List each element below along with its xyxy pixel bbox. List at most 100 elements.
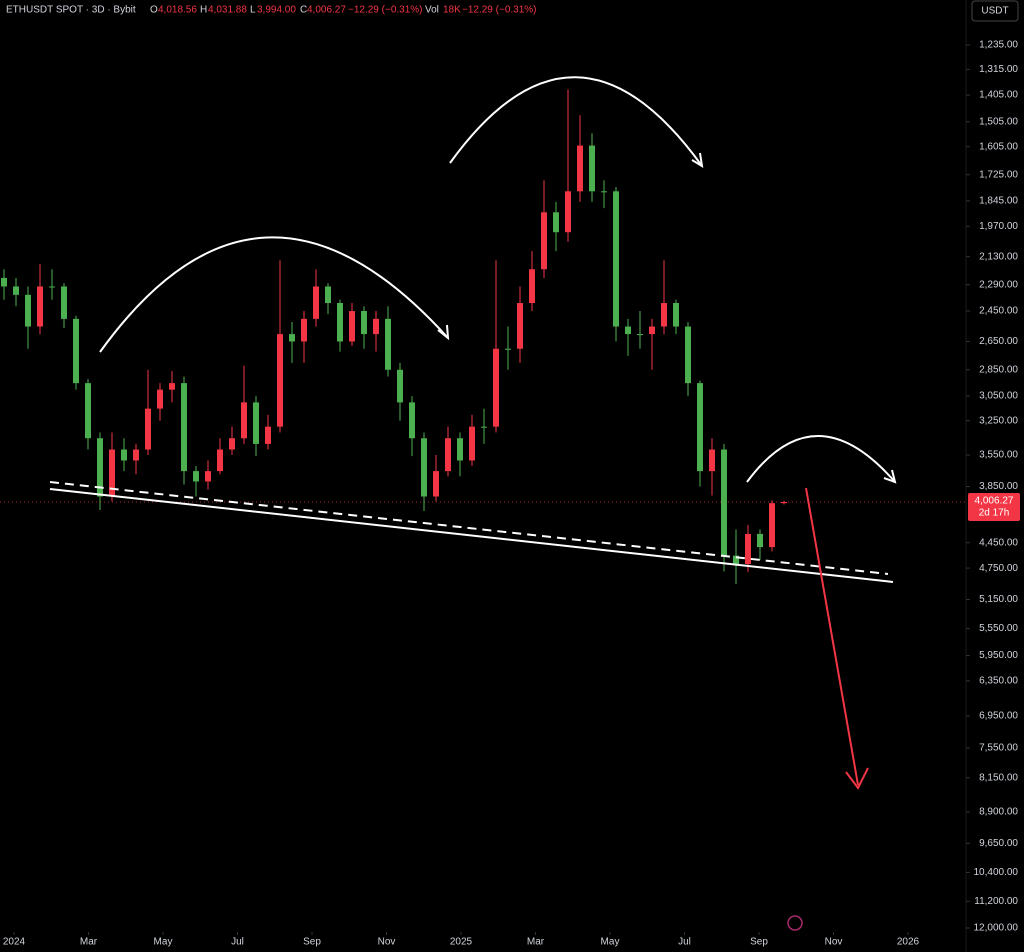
y-tick-label: 5,950.00 bbox=[979, 650, 1018, 661]
candle-body bbox=[733, 555, 739, 565]
volume-label: Vol bbox=[425, 5, 439, 16]
candle-body bbox=[601, 191, 607, 193]
arc-arrow bbox=[99, 236, 449, 353]
candle-body bbox=[109, 449, 115, 497]
candle-body bbox=[373, 318, 379, 335]
x-tick-label: May bbox=[601, 937, 620, 948]
candle-body bbox=[217, 449, 223, 472]
y-tick-label: 4,450.00 bbox=[979, 537, 1018, 548]
arrow-head bbox=[845, 767, 869, 790]
y-tick-label: 6,350.00 bbox=[979, 675, 1018, 686]
candle-body bbox=[397, 369, 403, 403]
candle-body bbox=[37, 286, 43, 327]
x-tick-label: 2025 bbox=[450, 937, 473, 948]
candle-body bbox=[61, 286, 67, 319]
y-tick-label: 8,900.00 bbox=[979, 807, 1018, 818]
candle-body bbox=[121, 449, 127, 461]
candle-body bbox=[613, 191, 619, 327]
candle-body bbox=[721, 449, 727, 556]
candle-body bbox=[385, 318, 391, 370]
close-value: 4,006.27 bbox=[307, 5, 346, 16]
x-tick-label: Jul bbox=[231, 937, 244, 948]
price-tag bbox=[968, 492, 1020, 521]
y-tick-label: 1,725.00 bbox=[979, 169, 1018, 180]
y-tick-label: 8,150.00 bbox=[979, 772, 1018, 783]
candle-body bbox=[349, 311, 355, 342]
candle-body bbox=[49, 286, 55, 288]
candle-body bbox=[181, 383, 187, 472]
trendline bbox=[49, 488, 894, 583]
candle-body bbox=[193, 471, 199, 482]
candle-body bbox=[589, 145, 595, 192]
candle-body bbox=[169, 383, 175, 390]
y-tick-label: 1,235.00 bbox=[979, 40, 1018, 51]
low-value: 3,994.00 bbox=[257, 5, 296, 16]
x-tick-label: Nov bbox=[825, 937, 843, 948]
y-tick-label: 2,450.00 bbox=[979, 306, 1018, 317]
y-tick-label: 1,315.00 bbox=[979, 64, 1018, 75]
forecast-arrow bbox=[805, 487, 859, 786]
replay-icon[interactable] bbox=[787, 915, 803, 931]
y-tick-label: 1,970.00 bbox=[979, 221, 1018, 232]
y-tick-label: 2,850.00 bbox=[979, 364, 1018, 375]
candle-body bbox=[769, 503, 775, 548]
candle-body bbox=[517, 303, 523, 349]
symbol-title: ETHUSDT SPOT · 3D · Bybit bbox=[6, 5, 136, 16]
arrow-head bbox=[691, 152, 704, 168]
high-value: 4,031.88 bbox=[208, 5, 247, 16]
candle-body bbox=[97, 438, 103, 497]
open-value: 4,018.56 bbox=[158, 5, 197, 16]
x-tick-label: Mar bbox=[527, 937, 545, 948]
candle-body bbox=[625, 326, 631, 335]
candle-body bbox=[649, 326, 655, 335]
high-label: H bbox=[200, 5, 207, 16]
x-tick-label: Jul bbox=[678, 937, 691, 948]
candle-body bbox=[145, 408, 151, 450]
x-tick-label: Sep bbox=[303, 937, 321, 948]
candle-body bbox=[241, 402, 247, 439]
candle-body bbox=[421, 438, 427, 497]
close-label: C bbox=[300, 5, 307, 16]
countdown-label: 2d 17h bbox=[979, 508, 1010, 519]
candle-body bbox=[577, 145, 583, 192]
candle-body bbox=[673, 303, 679, 327]
y-tick-label: 1,505.00 bbox=[979, 116, 1018, 127]
candle-body bbox=[253, 402, 259, 444]
candle-body bbox=[277, 334, 283, 427]
y-tick-label: 1,405.00 bbox=[979, 90, 1018, 101]
candle-body bbox=[565, 191, 571, 233]
candle-body bbox=[265, 426, 271, 444]
candle-body bbox=[13, 286, 19, 295]
x-tick-label: Nov bbox=[378, 937, 396, 948]
volume-change: −12.29 (−0.31%) bbox=[462, 5, 537, 16]
candle-body bbox=[685, 326, 691, 384]
candle-body bbox=[133, 449, 139, 461]
currency-label[interactable]: USDT bbox=[981, 6, 1008, 17]
y-tick-label: 3,250.00 bbox=[979, 415, 1018, 426]
arc-arrow bbox=[449, 76, 703, 167]
y-tick-label: 11,200.00 bbox=[974, 896, 1018, 907]
candle-body bbox=[229, 438, 235, 450]
candle-body bbox=[745, 533, 751, 565]
volume-value: 18K bbox=[443, 5, 461, 16]
candle-body bbox=[481, 426, 487, 428]
change-value: −12.29 (−0.31%) bbox=[348, 5, 423, 16]
y-tick-label: 1,605.00 bbox=[979, 141, 1018, 152]
currency-box[interactable] bbox=[971, 0, 1019, 22]
candle-body bbox=[433, 471, 439, 497]
candle-body bbox=[313, 286, 319, 319]
candle-body bbox=[289, 334, 295, 342]
annotations bbox=[49, 76, 897, 790]
arrow-head bbox=[437, 324, 450, 341]
candle-body bbox=[541, 212, 547, 270]
candle-body bbox=[493, 348, 499, 427]
candle-body bbox=[1, 277, 7, 287]
y-tick-label: 4,750.00 bbox=[979, 563, 1018, 574]
y-tick-label: 7,550.00 bbox=[979, 743, 1018, 754]
candle-body bbox=[25, 294, 31, 327]
candle-body bbox=[157, 389, 163, 409]
candle-body bbox=[337, 303, 343, 342]
x-tick-label: 2024 bbox=[3, 937, 26, 948]
dashed-trendline bbox=[49, 481, 889, 575]
candle-body bbox=[709, 449, 715, 472]
